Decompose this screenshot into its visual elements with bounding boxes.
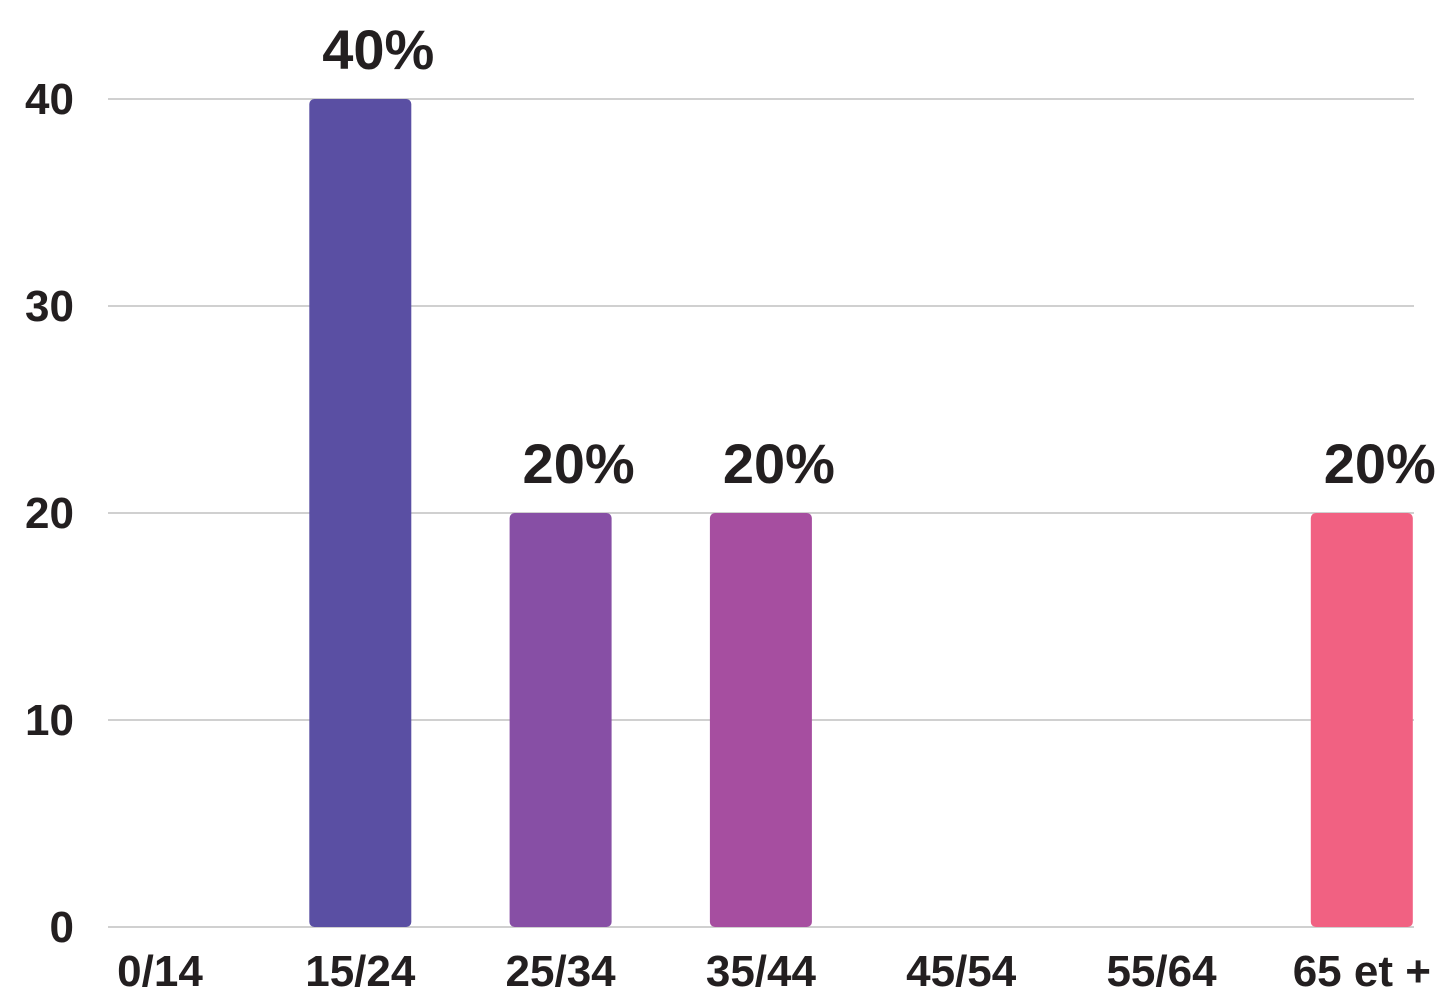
y-tick-label: 30 bbox=[25, 282, 74, 331]
bar-25/34 bbox=[509, 513, 612, 927]
y-tick-label: 40 bbox=[25, 75, 74, 124]
data-label: 20% bbox=[1324, 432, 1436, 495]
x-axis-tick-labels: 0/14 15/24 25/34 35/44 45/54 55/64 65 et + bbox=[117, 947, 1431, 996]
bar-65 et + bbox=[1310, 513, 1413, 927]
x-tick-label: 55/64 bbox=[1106, 947, 1217, 996]
x-tick-label: 15/24 bbox=[305, 947, 416, 996]
data-label: 20% bbox=[723, 432, 835, 495]
x-tick-label: 45/54 bbox=[906, 947, 1017, 996]
data-label: 40% bbox=[322, 18, 434, 81]
bar-15/24 bbox=[309, 99, 412, 927]
y-tick-label: 20 bbox=[25, 489, 74, 538]
x-tick-label: 35/44 bbox=[706, 947, 817, 996]
y-axis-tick-labels: 0 10 20 30 40 bbox=[25, 75, 74, 952]
x-tick-label: 0/14 bbox=[117, 947, 203, 996]
data-labels: 40% 20% 20% 20% bbox=[322, 18, 1436, 495]
y-tick-label: 0 bbox=[50, 903, 74, 952]
x-tick-label: 65 et + bbox=[1293, 947, 1431, 996]
bar-35/44 bbox=[709, 513, 812, 927]
data-label: 20% bbox=[523, 432, 635, 495]
bars bbox=[309, 99, 1413, 927]
y-tick-label: 10 bbox=[25, 696, 74, 745]
x-tick-label: 25/34 bbox=[506, 947, 617, 996]
